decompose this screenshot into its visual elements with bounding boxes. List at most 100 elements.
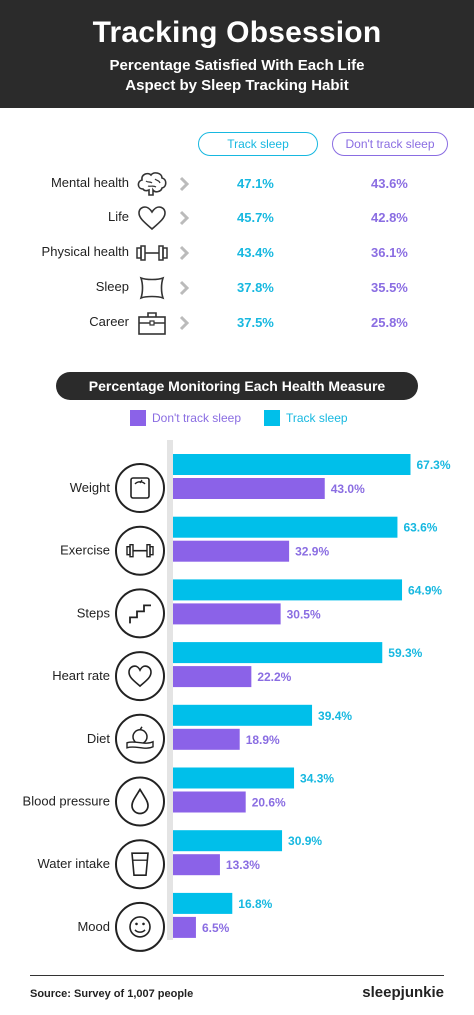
chevron-right-icon [179, 280, 190, 296]
legend-swatch-dont-track [130, 410, 146, 426]
satisfaction-row-physical-health: Physical health 43.4% 36.1% [0, 238, 474, 268]
row-label: Physical health [41, 244, 129, 259]
data-label-track: 39.4% [318, 709, 352, 723]
category-label: Weight [70, 480, 111, 495]
category-icon-circle [115, 588, 165, 639]
row-label: Sleep [95, 279, 129, 294]
data-label-track: 67.3% [417, 458, 451, 472]
category-label: Exercise [60, 543, 110, 558]
data-label-track: 64.9% [408, 583, 442, 597]
notrack-value: 25.8% [371, 315, 408, 330]
category-label: Mood [77, 919, 110, 934]
footer-divider [30, 975, 444, 976]
glass-icon [131, 852, 149, 877]
header-banner: Tracking Obsession Percentage Satisfied … [0, 0, 474, 108]
legend-swatch-track [264, 410, 280, 426]
smiley-icon [129, 916, 151, 938]
notrack-value: 35.5% [371, 280, 408, 295]
data-label-dont-track: 13.3% [226, 858, 260, 872]
track-sleep-pill: Track sleep [198, 132, 318, 156]
category-icon-circle [115, 651, 165, 702]
pillow-icon [139, 276, 165, 300]
bar-track-sleep [173, 892, 233, 914]
scale-icon [130, 477, 150, 499]
heart-icon [138, 206, 166, 231]
row-label: Career [89, 314, 129, 329]
category-label: Diet [87, 731, 111, 746]
bar-dont-track-sleep [173, 666, 252, 688]
data-label-track: 59.3% [388, 646, 422, 660]
bar-dont-track-sleep [173, 540, 290, 562]
row-label: Life [108, 209, 129, 224]
track-value: 43.4% [237, 245, 274, 260]
bar-dont-track-sleep [173, 854, 220, 876]
bar-dont-track-sleep [173, 603, 281, 625]
data-label-dont-track: 22.2% [257, 670, 291, 684]
page-subtitle-line2: Aspect by Sleep Tracking Habit [125, 77, 349, 94]
bar-dont-track-sleep [173, 728, 240, 750]
row-label: Mental health [50, 175, 129, 190]
bar-track-sleep [173, 642, 383, 664]
stairs-icon [129, 604, 151, 624]
source-note: Source: Survey of 1,007 people [30, 988, 194, 1000]
page-title: Tracking Obsession [92, 16, 382, 49]
category-icon-circle [115, 713, 165, 764]
data-label-track: 34.3% [300, 772, 334, 786]
data-label-dont-track: 6.5% [202, 921, 230, 935]
brand-logo: sleepjunkie [362, 984, 444, 1001]
apple-tape-icon [126, 726, 154, 749]
dumbbell-icon [126, 543, 154, 558]
data-label-dont-track: 32.9% [295, 545, 329, 559]
dumbbell-icon [136, 245, 168, 261]
axis-shadow [167, 440, 173, 940]
track-value: 37.5% [237, 315, 274, 330]
satisfaction-row-mental-health: Mental health 47.1% 43.6% [0, 169, 474, 199]
bar-track-sleep [173, 767, 295, 789]
category-label: Water intake [38, 856, 111, 871]
track-value: 37.8% [237, 280, 274, 295]
notrack-value: 43.6% [371, 176, 408, 191]
category-icon-circle [115, 463, 165, 513]
briefcase-icon [138, 312, 166, 335]
page-subtitle-line1: Percentage Satisfied With Each Life [109, 57, 365, 74]
chevron-right-icon [179, 176, 190, 192]
data-label-dont-track: 18.9% [246, 733, 280, 747]
track-value: 45.7% [237, 210, 274, 225]
data-label-dont-track: 43.0% [331, 482, 365, 496]
dont-track-sleep-pill: Don't track sleep [332, 132, 448, 156]
category-icon-circle [115, 839, 165, 890]
health-measure-bar-chart: Weight 67.3% 43.0% Exercise 63.6% 32.9% Steps 6… [23, 440, 451, 952]
category-label: Steps [77, 605, 111, 620]
bar-track-sleep [173, 516, 398, 538]
bar-dont-track-sleep [173, 791, 246, 813]
bar-track-sleep [173, 579, 403, 601]
data-label-dont-track: 20.6% [252, 796, 286, 810]
notrack-value: 36.1% [371, 245, 408, 260]
chevron-right-icon [179, 210, 190, 226]
chart-legend: Don't track sleep Track sleep [0, 410, 474, 428]
drop-icon [131, 787, 149, 815]
notrack-value: 42.8% [371, 210, 408, 225]
satisfaction-row-sleep: Sleep 37.8% 35.5% [0, 273, 474, 303]
satisfaction-row-life: Life 45.7% 42.8% [0, 203, 474, 233]
bar-track-sleep [173, 454, 411, 475]
data-label-track: 63.6% [403, 521, 437, 535]
legend-label-track: Track sleep [286, 411, 348, 425]
track-value: 47.1% [237, 176, 274, 191]
bar-track-sleep [173, 704, 313, 726]
bar-track-sleep [173, 830, 283, 852]
data-label-track: 16.8% [238, 897, 272, 911]
chevron-right-icon [179, 315, 190, 331]
data-label-track: 30.9% [288, 834, 322, 848]
heart-icon [128, 665, 152, 688]
category-label: Blood pressure [23, 794, 110, 809]
satisfaction-row-career: Career 37.5% 25.8% [0, 308, 474, 338]
legend-label-dont-track: Don't track sleep [152, 411, 241, 425]
brain-icon [137, 172, 167, 196]
category-icon-circle [115, 776, 165, 827]
bar-dont-track-sleep [173, 478, 325, 499]
chevron-right-icon [179, 245, 190, 261]
category-label: Heart rate [52, 668, 110, 683]
category-icon-circle [115, 901, 165, 952]
data-label-dont-track: 30.5% [287, 607, 321, 621]
